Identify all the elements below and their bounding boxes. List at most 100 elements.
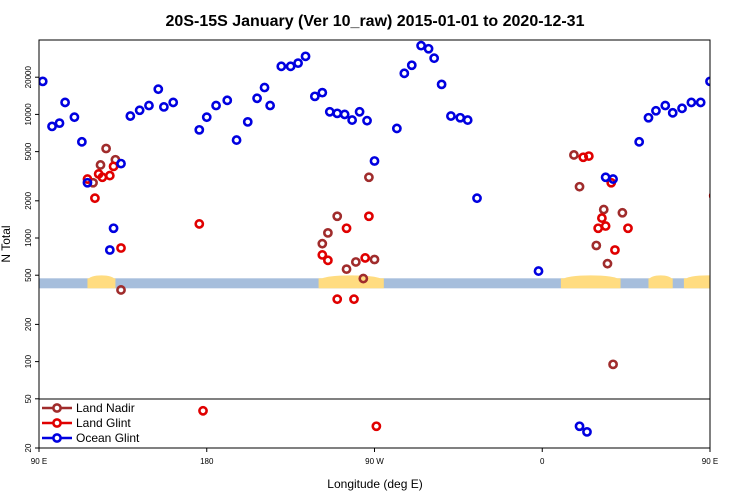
data-point	[332, 294, 343, 305]
x-axis-ticks: 90 E 180 90 W 0 90 E	[31, 448, 718, 466]
data-point	[211, 100, 221, 111]
data-point	[323, 255, 333, 266]
y-tick-label: 1000	[24, 229, 33, 247]
data-point	[472, 193, 482, 204]
data-point	[686, 97, 697, 108]
data-point	[578, 152, 589, 163]
data-point	[347, 115, 358, 125]
x-tick-label: 0	[540, 457, 545, 466]
data-point	[332, 108, 343, 119]
data-point	[455, 112, 466, 123]
data-point	[108, 223, 119, 234]
data-point	[600, 221, 611, 231]
data-point	[593, 223, 604, 234]
data-point	[317, 87, 328, 98]
data-point	[667, 107, 678, 118]
data-point	[725, 172, 732, 179]
data-point	[82, 177, 93, 188]
data-point	[194, 219, 205, 229]
data-point	[198, 405, 208, 416]
data-point	[76, 136, 87, 147]
data-point	[242, 116, 253, 127]
data-point	[677, 103, 687, 114]
data-point	[116, 243, 126, 253]
data-point	[358, 273, 369, 284]
data-point	[153, 84, 164, 95]
data-point	[608, 174, 618, 184]
legend-label: Land Nadir	[76, 401, 135, 415]
data-point	[364, 172, 374, 183]
data-point	[341, 223, 352, 234]
data-point	[598, 204, 609, 215]
data-point	[252, 93, 262, 104]
land-band-hump	[321, 275, 381, 284]
data-point	[429, 53, 440, 64]
data-point	[222, 95, 233, 106]
data-point	[259, 82, 270, 93]
data-point	[360, 253, 371, 263]
y-axis-ticks: 20 50 100 200 500 1000 2000 5000 10000 20000	[24, 66, 39, 452]
data-point	[82, 174, 93, 184]
data-point	[116, 285, 126, 295]
data-point	[406, 60, 417, 71]
surface-bands	[39, 275, 710, 289]
data-point	[583, 151, 594, 161]
data-point	[317, 250, 328, 260]
y-axis-label: N Total	[0, 225, 13, 262]
x-axis-label: Longitude (deg E)	[327, 477, 422, 491]
data-point	[54, 118, 65, 129]
data-points	[39, 40, 750, 437]
data-point	[341, 264, 352, 275]
data-point	[391, 123, 402, 134]
data-point	[600, 172, 611, 183]
data-point	[591, 240, 602, 251]
data-point	[708, 192, 710, 199]
data-point	[158, 102, 169, 112]
data-point	[596, 213, 607, 223]
data-point	[39, 76, 48, 87]
data-point	[416, 40, 426, 51]
data-point	[60, 97, 70, 108]
data-point	[231, 135, 242, 145]
data-point	[695, 97, 706, 108]
data-point	[168, 97, 179, 108]
data-point	[705, 76, 710, 87]
data-point	[354, 106, 365, 117]
data-point	[350, 257, 361, 267]
data-point	[725, 120, 732, 127]
data-point	[716, 123, 723, 130]
data-point	[569, 150, 579, 160]
y-tick-label: 500	[24, 268, 33, 282]
chart-title: 20S-15S January (Ver 10_raw) 2015-01-01 …	[166, 13, 585, 30]
data-point	[643, 112, 654, 123]
legend-marker	[52, 418, 62, 428]
y-tick-label: 10000	[24, 103, 33, 126]
data-point	[533, 266, 544, 276]
data-point	[125, 111, 136, 121]
data-point	[265, 100, 276, 111]
data-point	[574, 421, 585, 432]
data-point	[574, 181, 585, 192]
land-band	[560, 278, 621, 289]
data-point	[744, 244, 750, 251]
legend-label: Ocean Glint	[76, 431, 140, 445]
data-point	[324, 106, 335, 117]
data-point	[610, 245, 620, 255]
data-point	[349, 294, 359, 305]
data-point	[369, 156, 380, 166]
data-point	[104, 245, 115, 255]
data-point	[371, 421, 382, 432]
legend-marker	[52, 433, 62, 443]
data-point	[323, 227, 333, 238]
land-band-hump	[686, 275, 710, 284]
land-band-hump	[88, 275, 115, 284]
x-tick-label: 180	[200, 457, 214, 466]
land-band-hump	[649, 275, 672, 284]
data-point	[116, 158, 126, 169]
data-point	[436, 79, 447, 90]
data-point	[423, 43, 434, 54]
data-point	[660, 100, 671, 111]
data-point	[317, 238, 328, 249]
data-point	[101, 143, 111, 154]
